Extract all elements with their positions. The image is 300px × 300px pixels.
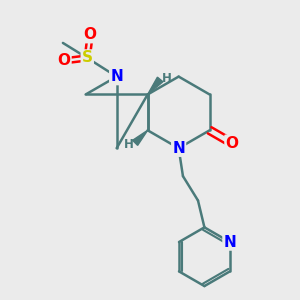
Text: H: H [124, 138, 134, 151]
Text: N: N [110, 69, 123, 84]
Text: N: N [172, 141, 185, 156]
Text: H: H [162, 71, 172, 85]
Polygon shape [148, 77, 163, 94]
Text: O: O [226, 136, 238, 151]
Text: O: O [58, 53, 70, 68]
Text: O: O [84, 27, 97, 42]
Polygon shape [133, 130, 148, 146]
Text: S: S [82, 50, 93, 65]
Text: N: N [224, 235, 236, 250]
